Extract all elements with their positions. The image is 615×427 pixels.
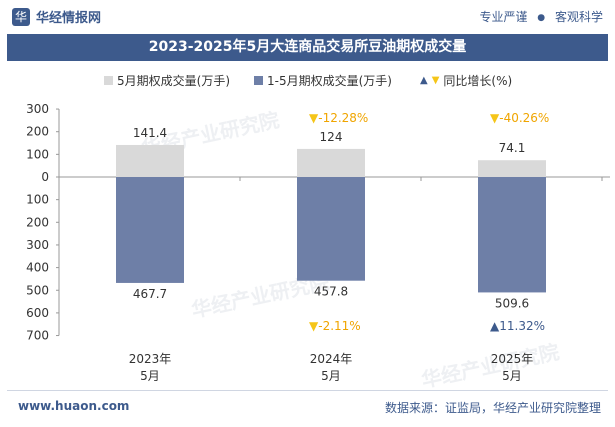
y-tick-label: 500 [26, 283, 49, 297]
triangle-down-icon: ▼ [490, 111, 500, 125]
legend: 5月期权成交量(万手) 1-5月期权成交量(万手) ▲ ▼ 同比增长(%) [0, 72, 615, 90]
footer-divider [7, 390, 608, 391]
y-tick-label: 400 [26, 261, 49, 275]
title-bar: 2023-2025年5月大连商品交易所豆油期权成交量 [7, 34, 608, 61]
x-tick-label-year: 2025年 [491, 352, 534, 366]
footer-site[interactable]: www.huaon.com [18, 399, 130, 413]
y-tick-label: 0 [41, 170, 49, 184]
brand[interactable]: 华 华经情报网 [12, 7, 101, 26]
top-bar: 华 华经情报网 专业严谨 ● 客观科学 [0, 0, 615, 34]
legend-label: 1-5月期权成交量(万手) [267, 74, 392, 88]
slogan-tag: 客观科学 [554, 10, 603, 24]
chart-title: 2023-2025年5月大连商品交易所豆油期权成交量 [148, 39, 467, 55]
legend-item-yoy: ▲ ▼ 同比增长(%) [420, 72, 512, 89]
yoy-cumulative-value: 11.32% [499, 319, 545, 333]
triangle-up-icon: ▲ [420, 75, 428, 86]
y-tick-label: 200 [26, 125, 49, 139]
data-label-cumulative: 457.8 [314, 285, 348, 299]
data-label-monthly: 124 [320, 130, 343, 144]
bar-monthly [116, 144, 184, 177]
y-tick-label: 200 [26, 215, 49, 229]
triangle-down-icon: ▼ [431, 75, 440, 86]
legend-label: 5月期权成交量(万手) [117, 74, 230, 88]
legend-swatch [254, 76, 263, 85]
bar-cumulative [478, 177, 546, 293]
bar-cumulative [116, 177, 184, 283]
y-tick-label: 300 [26, 102, 49, 116]
yoy-monthly-label: ▼-40.26% [490, 111, 549, 125]
data-label-cumulative: 467.7 [133, 287, 167, 301]
yoy-monthly-label: ▼-12.28% [309, 111, 368, 125]
yoy-cumulative-label: ▲11.32% [490, 319, 545, 333]
yoy-monthly-value: -12.28% [318, 111, 368, 125]
y-tick-label: 600 [26, 306, 49, 320]
yoy-monthly-value: -40.26% [499, 111, 549, 125]
yoy-cumulative-label: ▼-2.11% [309, 319, 361, 333]
legend-label: 同比增长(%) [443, 74, 513, 88]
legend-swatch [104, 76, 113, 85]
footer-source: 数据来源：证监局，华经产业研究院整理 [384, 401, 601, 415]
triangle-up-icon: ▲ [490, 319, 500, 333]
data-label-monthly: 141.4 [133, 126, 167, 140]
slogan: 专业严谨 ● 客观科学 [479, 8, 603, 25]
bar-monthly [478, 160, 546, 177]
bar-cumulative [297, 177, 365, 281]
y-tick-label: 100 [26, 147, 49, 161]
x-tick-label-month: 5月 [321, 369, 341, 383]
x-tick-label-month: 5月 [502, 369, 522, 383]
slogan-tag: 专业严谨 [479, 10, 528, 24]
yoy-cumulative-value: -2.11% [318, 319, 360, 333]
y-tick-label: 700 [26, 329, 49, 343]
legend-item-cumulative: 1-5月期权成交量(万手) [254, 72, 392, 89]
brand-name: 华经情报网 [36, 11, 102, 26]
bar-monthly [297, 148, 365, 177]
bullet-icon: ● [537, 13, 546, 23]
triangle-down-icon: ▼ [309, 319, 319, 333]
data-label-cumulative: 509.6 [495, 296, 529, 310]
y-tick-label: 100 [26, 193, 49, 207]
logo-icon: 华 [12, 7, 30, 26]
y-tick-label: 300 [26, 238, 49, 252]
x-tick-label-month: 5月 [140, 369, 160, 383]
x-tick-label-year: 2023年 [129, 352, 172, 366]
data-label-monthly: 74.1 [499, 141, 526, 155]
triangle-down-icon: ▼ [309, 111, 319, 125]
x-tick-label-year: 2024年 [310, 352, 353, 366]
legend-item-monthly: 5月期权成交量(万手) [104, 72, 230, 89]
